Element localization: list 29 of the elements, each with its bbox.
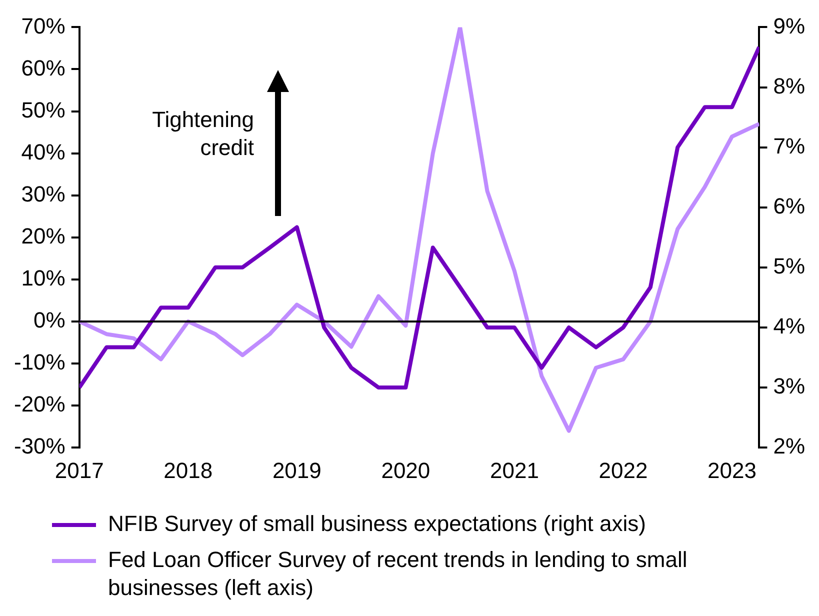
y2-tick-label: 2% — [773, 434, 805, 459]
y-tick-label: -10% — [14, 350, 66, 375]
x-tick-label: 2017 — [54, 458, 104, 483]
x-tick-label: 2023 — [708, 458, 756, 483]
y-tick-label: 50% — [21, 97, 66, 122]
y2-tick-label: 3% — [773, 374, 805, 399]
y-tick-label: 40% — [21, 139, 66, 164]
legend-label: NFIB Survey of small business expectations (right axis) — [108, 510, 646, 538]
y2-tick-label: 8% — [773, 73, 805, 98]
y-tick-label: -30% — [14, 434, 66, 459]
x-tick-label: 2021 — [490, 458, 539, 483]
y2-tick-label: 9% — [773, 13, 805, 38]
y2-tick-label: 4% — [773, 314, 805, 339]
x-tick-label: 2019 — [272, 458, 322, 483]
y-tick-label: 30% — [21, 181, 66, 206]
y-tick-label: 20% — [21, 223, 66, 248]
x-tick-label: 2020 — [381, 458, 430, 483]
legend-label: Fed Loan Officer Survey of recent trends in lending to small businesses (left axis) — [108, 546, 688, 602]
y-tick-label: -20% — [14, 392, 66, 417]
y2-tick-label: 7% — [773, 133, 805, 158]
y-tick-label: 70% — [21, 13, 66, 38]
annotation: Tightening credit — [151, 106, 254, 162]
y-tick-label: 10% — [21, 266, 66, 291]
x-tick-label: 2018 — [164, 458, 213, 483]
y2-tick-label: 6% — [773, 193, 805, 218]
y-tick-label: 0% — [34, 308, 66, 333]
x-tick-label: 2022 — [598, 458, 648, 483]
y-tick-label: 60% — [21, 55, 66, 80]
y2-tick-label: 5% — [773, 253, 805, 278]
